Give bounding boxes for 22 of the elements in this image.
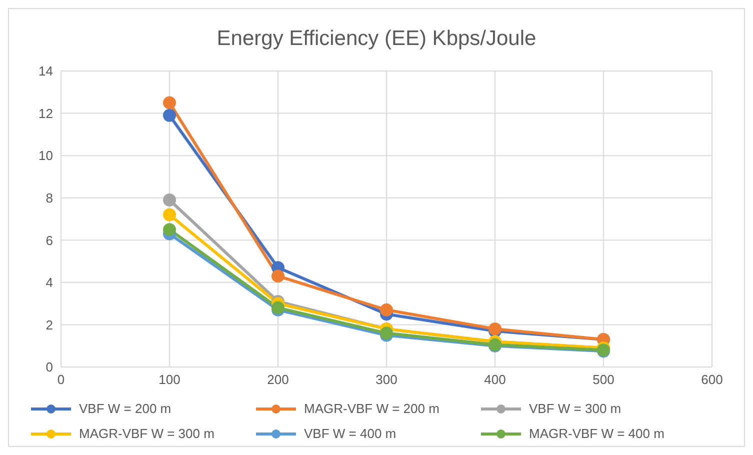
y-tick-label: 8 [46, 190, 53, 206]
x-tick-label: 100 [158, 372, 180, 388]
y-tick-label: 14 [38, 64, 53, 79]
x-tick-label: 500 [592, 372, 614, 388]
y-tick-label: 6 [46, 232, 53, 248]
chart-title: Energy Efficiency (EE) Kbps/Joule [216, 26, 538, 52]
y-tick-label: 12 [38, 106, 53, 121]
legend-label: MAGR-VBF W = 200 m [304, 401, 440, 416]
x-tick-label: 0 [57, 372, 65, 388]
x-tick-label: 400 [484, 372, 506, 388]
x-tick-label: 600 [701, 372, 723, 388]
y-tick-label: 2 [46, 317, 53, 332]
y-tick-label: 10 [38, 148, 53, 164]
x-tick-label: 200 [267, 372, 289, 388]
legend-label: MAGR-VBF W = 400 m [529, 426, 664, 441]
y-tick-label: 4 [46, 275, 53, 290]
x-tick-label: 300 [376, 372, 398, 388]
legend-label: VBF W = 300 m [529, 401, 622, 416]
legend-label: VBF W = 200 m [79, 401, 172, 416]
legend-label: MAGR-VBF W = 300 m [79, 426, 214, 441]
legend-label: VBF W = 400 m [304, 426, 396, 441]
y-tick-label: 0 [46, 360, 53, 375]
